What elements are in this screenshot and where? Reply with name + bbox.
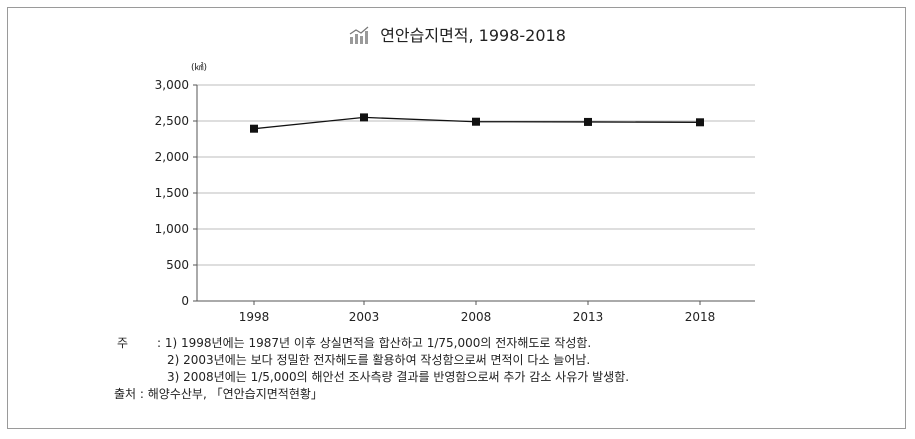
line-chart: 0 500 1,000 1,500 2,000 2,500 3,000(㎢) 1998 2003… — [155, 62, 755, 324]
x-tick-label: 2003 — [349, 310, 380, 324]
data-point — [472, 117, 480, 126]
bar-chart-icon — [349, 26, 369, 48]
note-2: 2) 2003년에는 보다 정밀한 전자해도를 활용하여 작성함으로써 면적이 … — [167, 353, 591, 367]
data-point — [584, 117, 592, 126]
chart-title: 연안습지면적, 1998-2018 — [380, 26, 566, 45]
y-tick-label: 1,000 — [155, 222, 189, 236]
source-note: 출처 : 해양수산부, 「연안습지면적현황」 — [114, 387, 323, 401]
y-tick-label: 500 — [166, 258, 189, 272]
x-tick-label: 2018 — [685, 310, 716, 324]
x-tick-label: 1998 — [239, 310, 270, 324]
y-tick-label: 1,500 — [155, 186, 189, 200]
note-1: 주 : 1) 1998년에는 1987년 이후 상실면적을 합산하고 1/75,0… — [117, 335, 629, 352]
note-label: 주 — [117, 336, 129, 350]
y-tick-label: 2,500 — [155, 114, 189, 128]
data-point — [250, 124, 258, 133]
notes-block: 주 : 1) 1998년에는 1987년 이후 상실면적을 합산하고 1/75,0… — [114, 335, 630, 403]
chart-frame — [7, 7, 906, 429]
y-tick-label: 3,000 — [155, 78, 189, 92]
note-3: 3) 2008년에는 1/5,000의 해안선 조사측량 결과를 반영함으로써 … — [167, 370, 630, 384]
x-tick-label: 2013 — [573, 310, 604, 324]
chart-title-row: 연안습지면적, 1998-2018 — [0, 22, 915, 48]
y-axis-unit: (㎢) — [191, 62, 207, 73]
data-point — [360, 113, 368, 122]
note-1-text: : 1) 1998년에는 1987년 이후 상실면적을 합산하고 1/75,00… — [157, 336, 592, 350]
x-tick-label: 2008 — [461, 310, 492, 324]
y-tick-label: 2,000 — [155, 150, 189, 164]
data-point — [696, 118, 704, 127]
y-tick-label: 0 — [181, 294, 189, 308]
